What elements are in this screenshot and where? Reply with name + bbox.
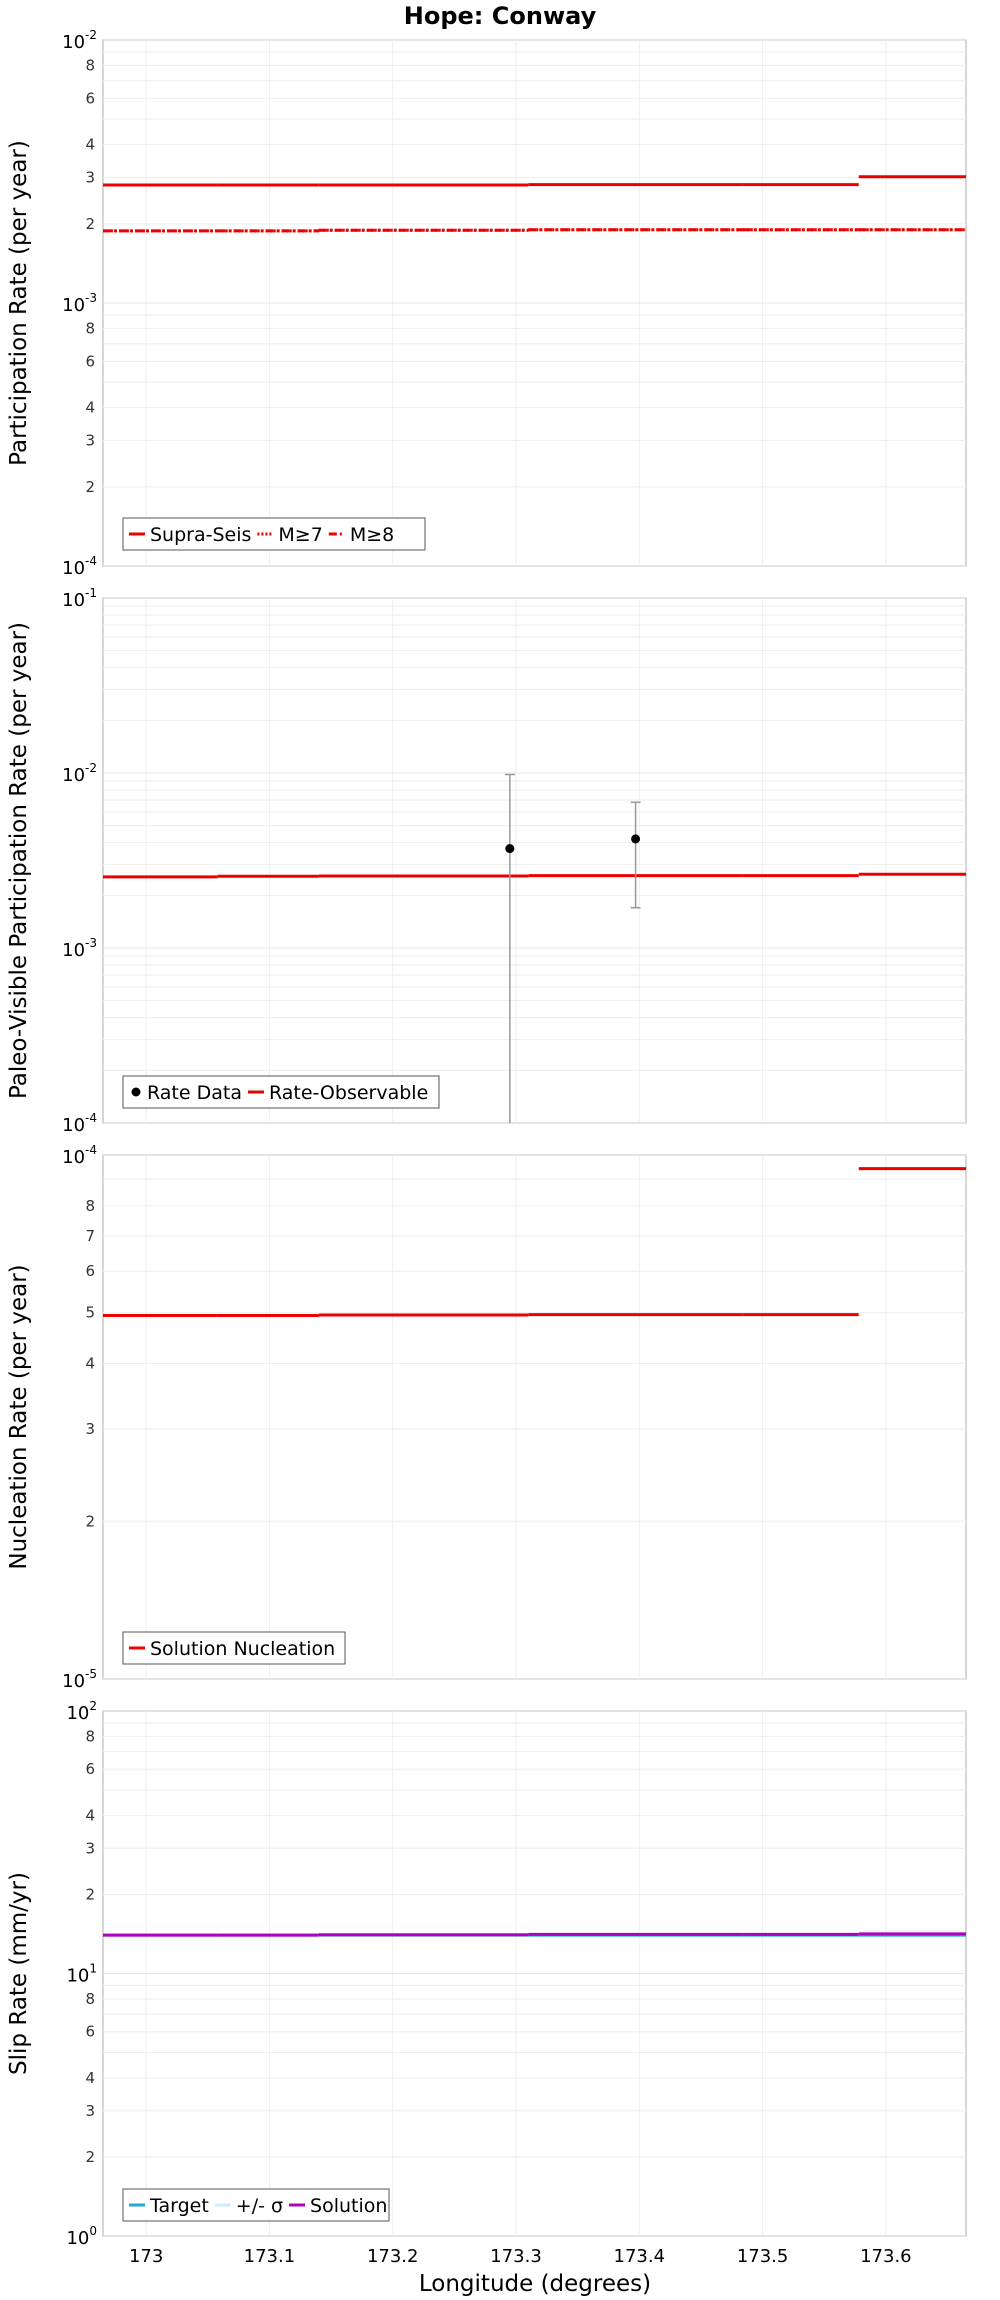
series-solution [103, 1932, 966, 1937]
y-tick-label: 10-1 [62, 586, 97, 611]
x-tick-label: 173 [129, 2246, 163, 2267]
y-tick-label: 2 [85, 478, 95, 496]
y-tick-label: 7 [85, 1227, 95, 1245]
x-axis-label: Longitude (degrees) [419, 2271, 651, 2297]
y-tick-label: 10-5 [62, 1667, 97, 1692]
x-tick-label: 173.5 [737, 2246, 789, 2267]
y-tick-label: 2 [85, 1885, 95, 1903]
y-tick-label: 3 [85, 169, 95, 187]
legend-item: Solution Nucleation [129, 1638, 335, 1660]
y-tick-label: 8 [85, 56, 95, 74]
legend-item: Solution [289, 2195, 387, 2217]
data-point [631, 834, 641, 844]
y-tick-label: 2 [85, 215, 95, 233]
panel-slip: 100 2 3 4 6 8 101 2 3 4 6 8 102 Slip Rate (mm/yr) Targ… [6, 1699, 967, 2249]
data-point [505, 844, 515, 854]
series-solution-nucleation [103, 1167, 966, 1317]
legend-label: M≥7 [278, 524, 322, 546]
legend-label: M≥8 [350, 524, 394, 546]
chart-title: Hope: Conway [404, 2, 597, 30]
y-tick-label: 100 [66, 2224, 97, 2249]
y-tick-label: 4 [85, 136, 95, 154]
y-tick-label: 102 [66, 1699, 97, 1724]
panel-nucleation: 10-5 2 3 4 5 6 7 8 10-4 Nucleation Rate (per year… [6, 1143, 967, 1692]
x-tick-label: 173.1 [244, 2246, 296, 2267]
y-tick-label: 10-4 [62, 1143, 97, 1168]
y-axis-label: Slip Rate (mm/yr) [6, 1872, 32, 2075]
x-tick-label: 173.3 [490, 2246, 542, 2267]
legend-label: Solution [310, 2195, 387, 2217]
y-axis-label: Nucleation Rate (per year) [6, 1264, 32, 1569]
legend-label: Target [149, 2195, 209, 2217]
y-tick-label: 4 [85, 1355, 95, 1373]
legend-label: Supra-Seis [150, 524, 251, 546]
y-tick-label: 101 [66, 1962, 97, 1987]
x-tick-label: 173.6 [860, 2246, 912, 2267]
y-tick-label: 4 [85, 1806, 95, 1824]
panels-layer: 10-4 2 3 4 6 8 10-3 2 3 4 6 8 10-2 Participation Rate… [6, 28, 967, 2249]
y-tick-label: 8 [85, 1197, 95, 1215]
legend-box [122, 1631, 346, 1665]
y-tick-label: 6 [85, 2023, 95, 2041]
x-axis: 173 173.1 173.2 173.3 173.4 173.5 173.6 [129, 2246, 912, 2267]
y-tick-label: 10-4 [62, 1111, 97, 1136]
series-m-8 [103, 228, 966, 233]
y-tick-label: 4 [85, 399, 95, 417]
y-tick-label: 6 [85, 352, 95, 370]
y-tick-label: 8 [85, 319, 95, 337]
y-tick-label: 3 [85, 432, 95, 450]
y-tick-label: 2 [85, 1512, 95, 1530]
x-tick-label: 173.4 [614, 2246, 666, 2267]
y-tick-label: 4 [85, 2069, 95, 2087]
legend-label: Rate Data [147, 1082, 242, 1104]
panel-participation: 10-4 2 3 4 6 8 10-3 2 3 4 6 8 10-2 Participation Rate… [6, 28, 967, 579]
y-tick-label: 10-4 [62, 554, 97, 579]
y-tick-label: 10-2 [62, 761, 97, 786]
y-tick-label: 8 [85, 1990, 95, 2008]
legend: Solution Nucleation [122, 1631, 346, 1665]
plot-area [102, 1154, 967, 1680]
legend-item: +/- σ [214, 2195, 283, 2217]
y-tick-label: 3 [85, 2102, 95, 2120]
y-tick-label: 10-3 [62, 291, 97, 316]
y-tick-label: 2 [85, 2148, 95, 2166]
y-tick-label: 6 [85, 1262, 95, 1280]
y-axis-label: Participation Rate (per year) [6, 140, 32, 466]
y-tick-label: 10-2 [62, 28, 97, 53]
y-tick-label: 3 [85, 1420, 95, 1438]
legend-item: Rate Data [131, 1082, 242, 1104]
legend-item: Supra-Seis [129, 524, 251, 546]
plot-area [102, 597, 967, 1124]
y-tick-label: 10-3 [62, 936, 97, 961]
panel-paleo: 10-4 10-3 10-2 10-1 Paleo-Visible Participat… [6, 586, 967, 1136]
series-supra-seis [103, 175, 966, 187]
legend-label: Rate-Observable [269, 1082, 428, 1104]
legend-box [122, 1075, 440, 1109]
y-tick-label: 6 [85, 1760, 95, 1778]
y-tick-label: 5 [85, 1304, 95, 1322]
legend-box [122, 517, 426, 551]
legend: Rate Data Rate-Observable [122, 1075, 440, 1109]
x-tick-label: 173.2 [367, 2246, 419, 2267]
legend-box [122, 2188, 390, 2222]
y-tick-label: 8 [85, 1727, 95, 1745]
y-tick-label: 6 [85, 89, 95, 107]
y-tick-label: 3 [85, 1839, 95, 1857]
legend-item: Rate-Observable [247, 1082, 428, 1104]
legend-label: +/- σ [236, 2195, 283, 2217]
legend: Target +/- σ Solution [122, 2188, 390, 2222]
legend-item: M≥7 [257, 524, 323, 546]
legend-item: Target [129, 2195, 209, 2217]
y-axis-label: Paleo-Visible Participation Rate (per ye… [6, 622, 32, 1099]
legend-label: Solution Nucleation [150, 1638, 335, 1660]
legend-item: M≥8 [328, 524, 394, 546]
legend-marker [131, 1087, 141, 1097]
legend: Supra-Seis M≥7 M≥8 [122, 517, 426, 551]
